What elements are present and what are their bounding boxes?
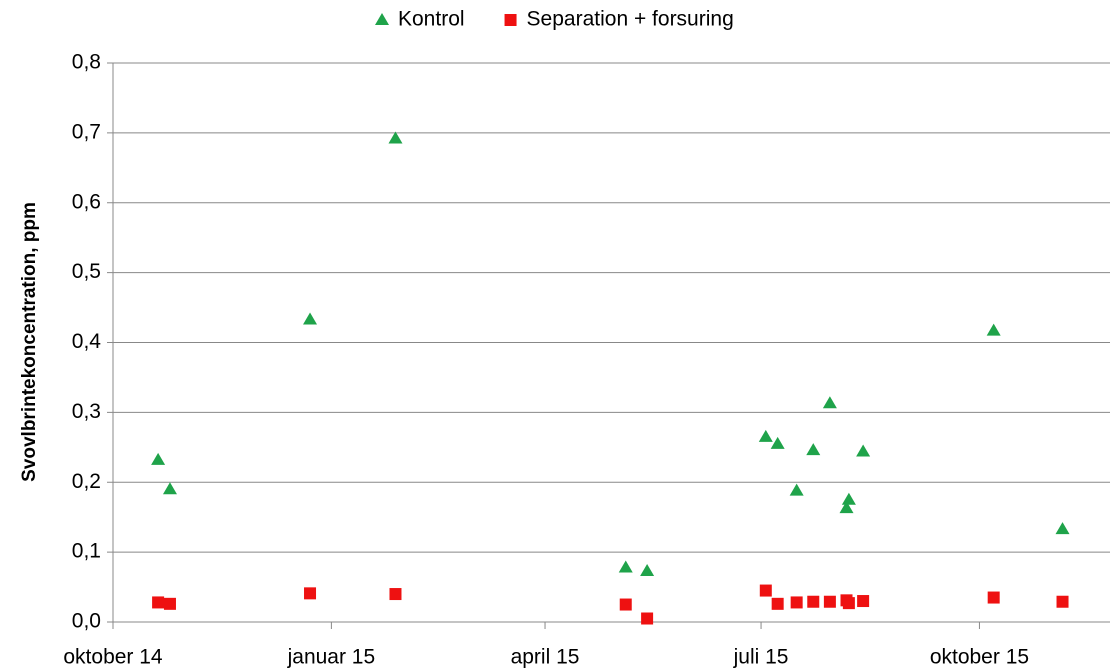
point <box>789 483 804 496</box>
point <box>640 563 655 576</box>
y-tick-label: 0,6 <box>72 190 101 213</box>
x-tick-label: juli 15 <box>733 646 789 669</box>
point <box>759 584 772 597</box>
point <box>1055 522 1070 535</box>
point <box>806 443 821 456</box>
y-axis-label: Svovlbrintekoncentration, ppm <box>19 202 40 482</box>
point <box>389 588 402 601</box>
y-tick-label: 0,8 <box>72 51 101 74</box>
y-tick-label: 0,5 <box>72 260 101 283</box>
point <box>823 595 836 608</box>
point <box>841 492 856 505</box>
x-tick-label: oktober 14 <box>63 646 163 669</box>
legend-label: Kontrol <box>398 8 465 31</box>
point <box>770 436 785 449</box>
point <box>388 131 403 144</box>
point <box>1056 595 1069 608</box>
x-tick-label: oktober 15 <box>930 646 1029 669</box>
point <box>822 396 837 409</box>
point <box>758 429 773 442</box>
point <box>790 596 803 609</box>
point <box>152 596 165 609</box>
legend-marker <box>504 14 517 26</box>
legend-label: Separation + forsuring <box>527 8 734 31</box>
point <box>619 598 632 611</box>
point <box>842 597 855 610</box>
point <box>303 312 318 325</box>
y-tick-label: 0,2 <box>72 470 101 493</box>
y-tick-label: 0,4 <box>72 330 102 353</box>
y-tick-label: 0,7 <box>72 120 101 143</box>
y-tick-label: 0,0 <box>72 610 101 633</box>
y-tick-label: 0,1 <box>72 540 101 563</box>
point <box>151 452 166 465</box>
legend-marker <box>375 13 389 25</box>
point <box>987 591 1000 604</box>
x-tick-label: januar 15 <box>287 646 376 669</box>
y-tick-label: 0,3 <box>72 400 101 423</box>
x-tick-label: april 15 <box>511 646 580 669</box>
point <box>856 444 871 457</box>
point <box>304 587 317 600</box>
point <box>771 597 784 610</box>
point <box>807 595 820 608</box>
point <box>986 323 1001 336</box>
point <box>839 501 854 514</box>
point <box>163 597 176 610</box>
point <box>618 560 633 573</box>
point <box>162 482 177 495</box>
point <box>857 595 870 608</box>
point <box>641 612 654 625</box>
